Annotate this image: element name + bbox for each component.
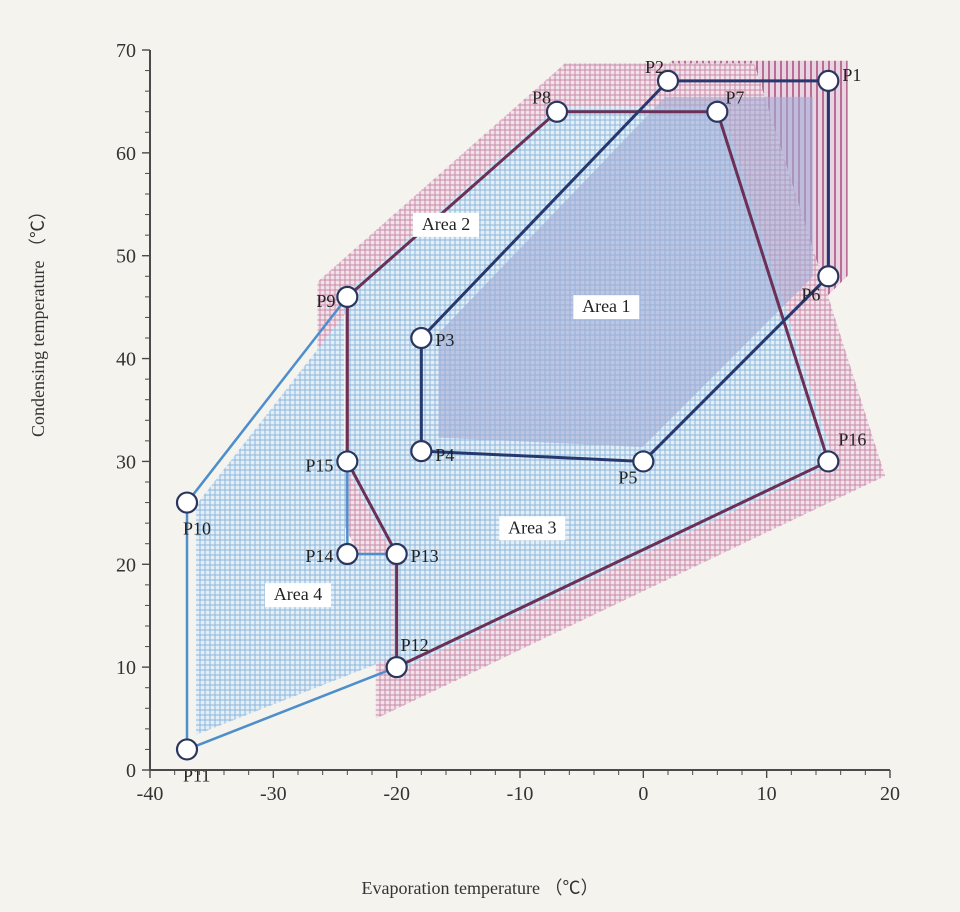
xtick-label: 0 bbox=[638, 783, 648, 805]
ytick-label: 40 bbox=[116, 349, 136, 371]
label-p3: P3 bbox=[435, 330, 454, 350]
label-p1: P1 bbox=[842, 65, 861, 85]
label-p6: P6 bbox=[801, 284, 820, 304]
vertex-p4 bbox=[411, 441, 431, 461]
area2-label: Area 2 bbox=[422, 214, 470, 234]
label-p8: P8 bbox=[532, 88, 551, 108]
area4-label: Area 4 bbox=[274, 584, 322, 604]
xtick-label: 20 bbox=[880, 783, 900, 805]
ytick-label: 0 bbox=[126, 760, 136, 782]
vertex-p10 bbox=[177, 493, 197, 513]
label-p14: P14 bbox=[305, 546, 333, 566]
chart-region: Area 1 Area 2 Area 3 Area 4 P1 P2 P3 P4 P5 P6 P7 P… bbox=[90, 40, 920, 830]
y-axis-label: Condensing temperature （℃） bbox=[24, 202, 50, 437]
vertex-p9 bbox=[337, 287, 357, 307]
vertex-p1 bbox=[818, 71, 838, 91]
label-p4: P4 bbox=[435, 445, 454, 465]
ytick-label: 10 bbox=[116, 657, 136, 679]
ytick-label: 30 bbox=[116, 451, 136, 473]
label-p15: P15 bbox=[305, 455, 333, 475]
vertex-p3 bbox=[411, 328, 431, 348]
operating-envelope-diagram: Area 1 Area 2 Area 3 Area 4 P1 P2 P3 P4 P5 P6 P7 P… bbox=[90, 40, 920, 830]
label-p2: P2 bbox=[645, 57, 664, 77]
vertex-p13 bbox=[387, 544, 407, 564]
area1-label: Area 1 bbox=[582, 296, 630, 316]
vertex-p14 bbox=[337, 544, 357, 564]
ytick-label: 60 bbox=[116, 143, 136, 165]
label-p9: P9 bbox=[316, 291, 335, 311]
label-p5: P5 bbox=[618, 467, 637, 487]
vertex-p15 bbox=[337, 451, 357, 471]
label-p7: P7 bbox=[725, 88, 744, 108]
ytick-label: 50 bbox=[116, 246, 136, 268]
xtick-label: -20 bbox=[383, 783, 410, 805]
vertex-p16 bbox=[818, 451, 838, 471]
xtick-label: 10 bbox=[757, 783, 777, 805]
label-p11: P11 bbox=[183, 765, 210, 785]
x-axis-label: Evaporation temperature （℃） bbox=[0, 874, 960, 900]
vertex-p7 bbox=[707, 102, 727, 122]
ytick-label: 20 bbox=[116, 554, 136, 576]
label-p13: P13 bbox=[411, 546, 439, 566]
label-p12: P12 bbox=[401, 635, 429, 655]
label-p10: P10 bbox=[183, 519, 211, 539]
xtick-label: -40 bbox=[137, 783, 164, 805]
xtick-label: -10 bbox=[507, 783, 534, 805]
ytick-label: 70 bbox=[116, 40, 136, 62]
vertex-p6 bbox=[818, 266, 838, 286]
xtick-label: -30 bbox=[260, 783, 287, 805]
area3-label: Area 3 bbox=[508, 517, 556, 537]
vertex-p12 bbox=[387, 657, 407, 677]
vertex-p11 bbox=[177, 739, 197, 759]
label-p16: P16 bbox=[838, 429, 866, 449]
